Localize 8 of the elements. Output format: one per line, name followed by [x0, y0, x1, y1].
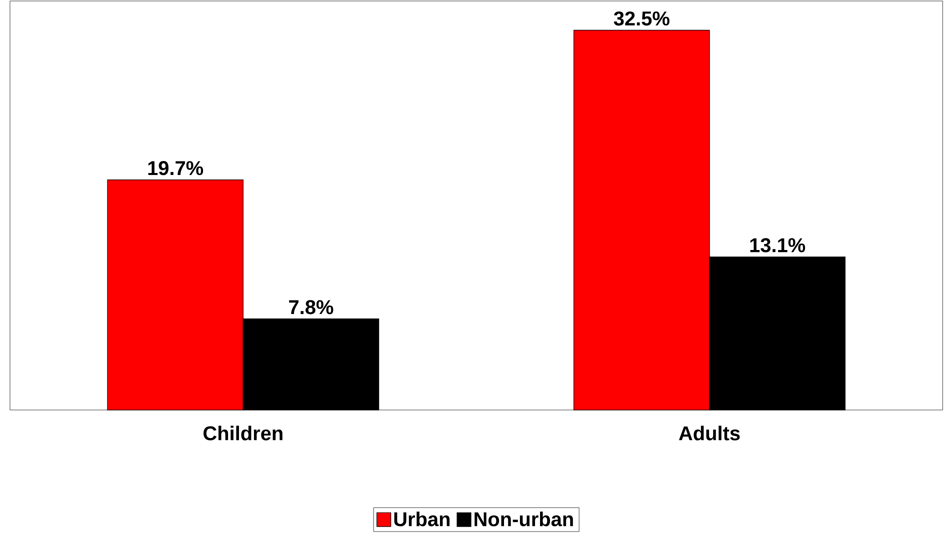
data-label: 7.8%	[289, 300, 334, 314]
data-label: 32.5%	[614, 12, 670, 26]
x-tick-label: Children	[204, 426, 282, 441]
legend-label: Non-urban	[474, 512, 573, 526]
data-label: 13.1%	[750, 238, 806, 252]
legend-label: Urban	[394, 512, 450, 526]
data-label: 19.7%	[148, 161, 204, 176]
x-tick-label: Adults	[678, 426, 740, 441]
